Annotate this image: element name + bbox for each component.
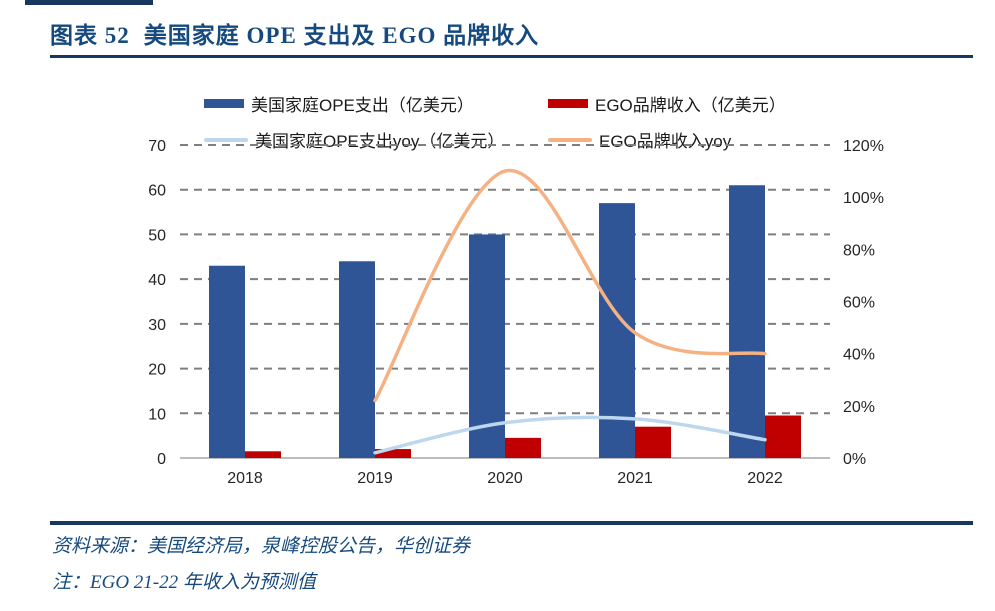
bar-ope-spend-2019 <box>339 261 375 458</box>
legend-item-ego-revenue: EGO品牌收入（亿美元） <box>548 91 786 116</box>
footer-divider-rule <box>50 521 973 525</box>
bar-ego-revenue-2022 <box>765 415 801 458</box>
legend-swatch-line-lightblue-icon <box>204 137 248 142</box>
y-tick-label-left: 30 <box>148 317 166 334</box>
y-tick-label-left: 0 <box>157 451 166 468</box>
bar-ego-revenue-2019 <box>375 449 411 458</box>
bar-ope-spend-2020 <box>469 234 505 458</box>
x-tick-label: 2018 <box>227 470 263 487</box>
legend-swatch-bar-blue-icon <box>204 99 244 108</box>
y-tick-label-left: 50 <box>148 227 166 244</box>
combo-chart: 0 10 20 30 40 50 60 70 0% 20% 40% 60% 80% 100% 120% 201… <box>148 138 884 487</box>
bar-ope-spend-2018 <box>209 265 245 458</box>
y-tick-label-right: 0% <box>843 451 866 468</box>
y-tick-label-right: 100% <box>843 190 884 207</box>
y-tick-label-left: 40 <box>148 272 166 289</box>
bar-ope-spend-2022 <box>729 185 765 458</box>
y-tick-label-left: 20 <box>148 362 166 379</box>
title-divider-rule <box>50 55 973 58</box>
legend-item-ope-spend: 美国家庭OPE支出（亿美元） <box>204 91 548 116</box>
figure-title: 图表 52 美国家庭 OPE 支出及 EGO 品牌收入 <box>50 16 950 50</box>
top-border-stub <box>25 0 153 5</box>
legend-label-ego-revenue: EGO品牌收入（亿美元） <box>595 96 786 115</box>
figure-title-text: 美国家庭 OPE 支出及 EGO 品牌收入 <box>143 23 540 48</box>
figure-number: 图表 52 <box>50 23 130 48</box>
legend-swatch-line-orange-icon <box>548 137 592 142</box>
chart-legend: 美国家庭OPE支出（亿美元） EGO品牌收入（亿美元） 美国家庭OPE支出yoy… <box>204 91 786 152</box>
x-tick-label: 2021 <box>617 470 653 487</box>
line-ope-spend-yoy <box>373 415 767 455</box>
legend-label-ope-spend: 美国家庭OPE支出（亿美元） <box>251 96 474 115</box>
y-tick-label-right: 20% <box>843 399 875 416</box>
forecast-note: 注：EGO 21-22 年收入为预测值 <box>52 572 316 593</box>
data-source-note: 资料来源：美国经济局，泉峰控股公告，华创证券 <box>52 536 471 557</box>
bar-ego-revenue-2018 <box>245 451 281 458</box>
bar-ope-spend-2021 <box>599 203 635 458</box>
line-ego-revenue-yoy <box>373 168 767 403</box>
y-tick-label-left: 10 <box>148 406 166 423</box>
y-tick-label-right: 120% <box>843 138 884 155</box>
legend-label-ope-spend-yoy: 美国家庭OPE支出yoy（亿美元） <box>255 132 505 151</box>
legend-label-ego-revenue-yoy: EGO品牌收入yoy <box>599 132 732 151</box>
y-tick-label-left: 70 <box>148 138 166 155</box>
bar-ego-revenue-2021 <box>635 426 671 458</box>
legend-item-ego-revenue-yoy: EGO品牌收入yoy <box>548 127 786 152</box>
bar-ego-revenue-2020 <box>505 437 541 458</box>
x-tick-label: 2020 <box>487 470 523 487</box>
x-tick-label: 2022 <box>747 470 783 487</box>
x-tick-label: 2019 <box>357 470 393 487</box>
y-tick-label-left: 60 <box>148 183 166 200</box>
y-tick-label-right: 40% <box>843 347 875 364</box>
y-tick-label-right: 60% <box>843 295 875 312</box>
y-tick-label-right: 80% <box>843 242 875 259</box>
legend-item-ope-spend-yoy: 美国家庭OPE支出yoy（亿美元） <box>204 127 548 152</box>
legend-swatch-bar-red-icon <box>548 99 588 108</box>
